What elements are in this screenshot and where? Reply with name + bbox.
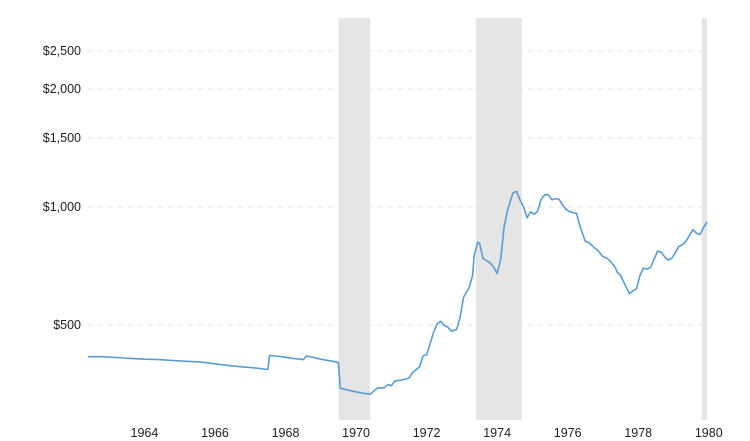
x-tick-label: 1976: [554, 426, 582, 440]
y-axis-tick-labels: $500 $1,000 $1,500 $2,000 $2,500: [43, 44, 81, 332]
y-tick-label: $500: [53, 318, 81, 332]
x-tick-label: 1974: [483, 426, 511, 440]
x-tick-label: 1978: [624, 426, 652, 440]
x-tick-label: 1966: [201, 426, 229, 440]
y-tick-label: $1,000: [43, 200, 81, 214]
x-tick-label: 1972: [413, 426, 441, 440]
x-tick-label: 1970: [342, 426, 370, 440]
y-tick-label: $2,000: [43, 82, 81, 96]
series-lines: [88, 190, 708, 395]
recession-band-1: [475, 18, 522, 420]
recession-band-0: [338, 18, 371, 420]
x-tick-label: 1980: [695, 426, 723, 440]
y-gridlines: [88, 50, 707, 326]
y-tick-label: $1,500: [43, 131, 81, 145]
x-axis-tick-labels: 1964 1966 1968 1970 1972 1974 1976 1978 1980: [131, 426, 723, 440]
series-line-0: [88, 190, 708, 395]
recession-band-2: [701, 18, 707, 420]
y-tick-label: $2,500: [43, 44, 81, 58]
recession-bands: [338, 18, 707, 420]
x-tick-label: 1968: [272, 426, 300, 440]
x-tick-label: 1964: [131, 426, 159, 440]
